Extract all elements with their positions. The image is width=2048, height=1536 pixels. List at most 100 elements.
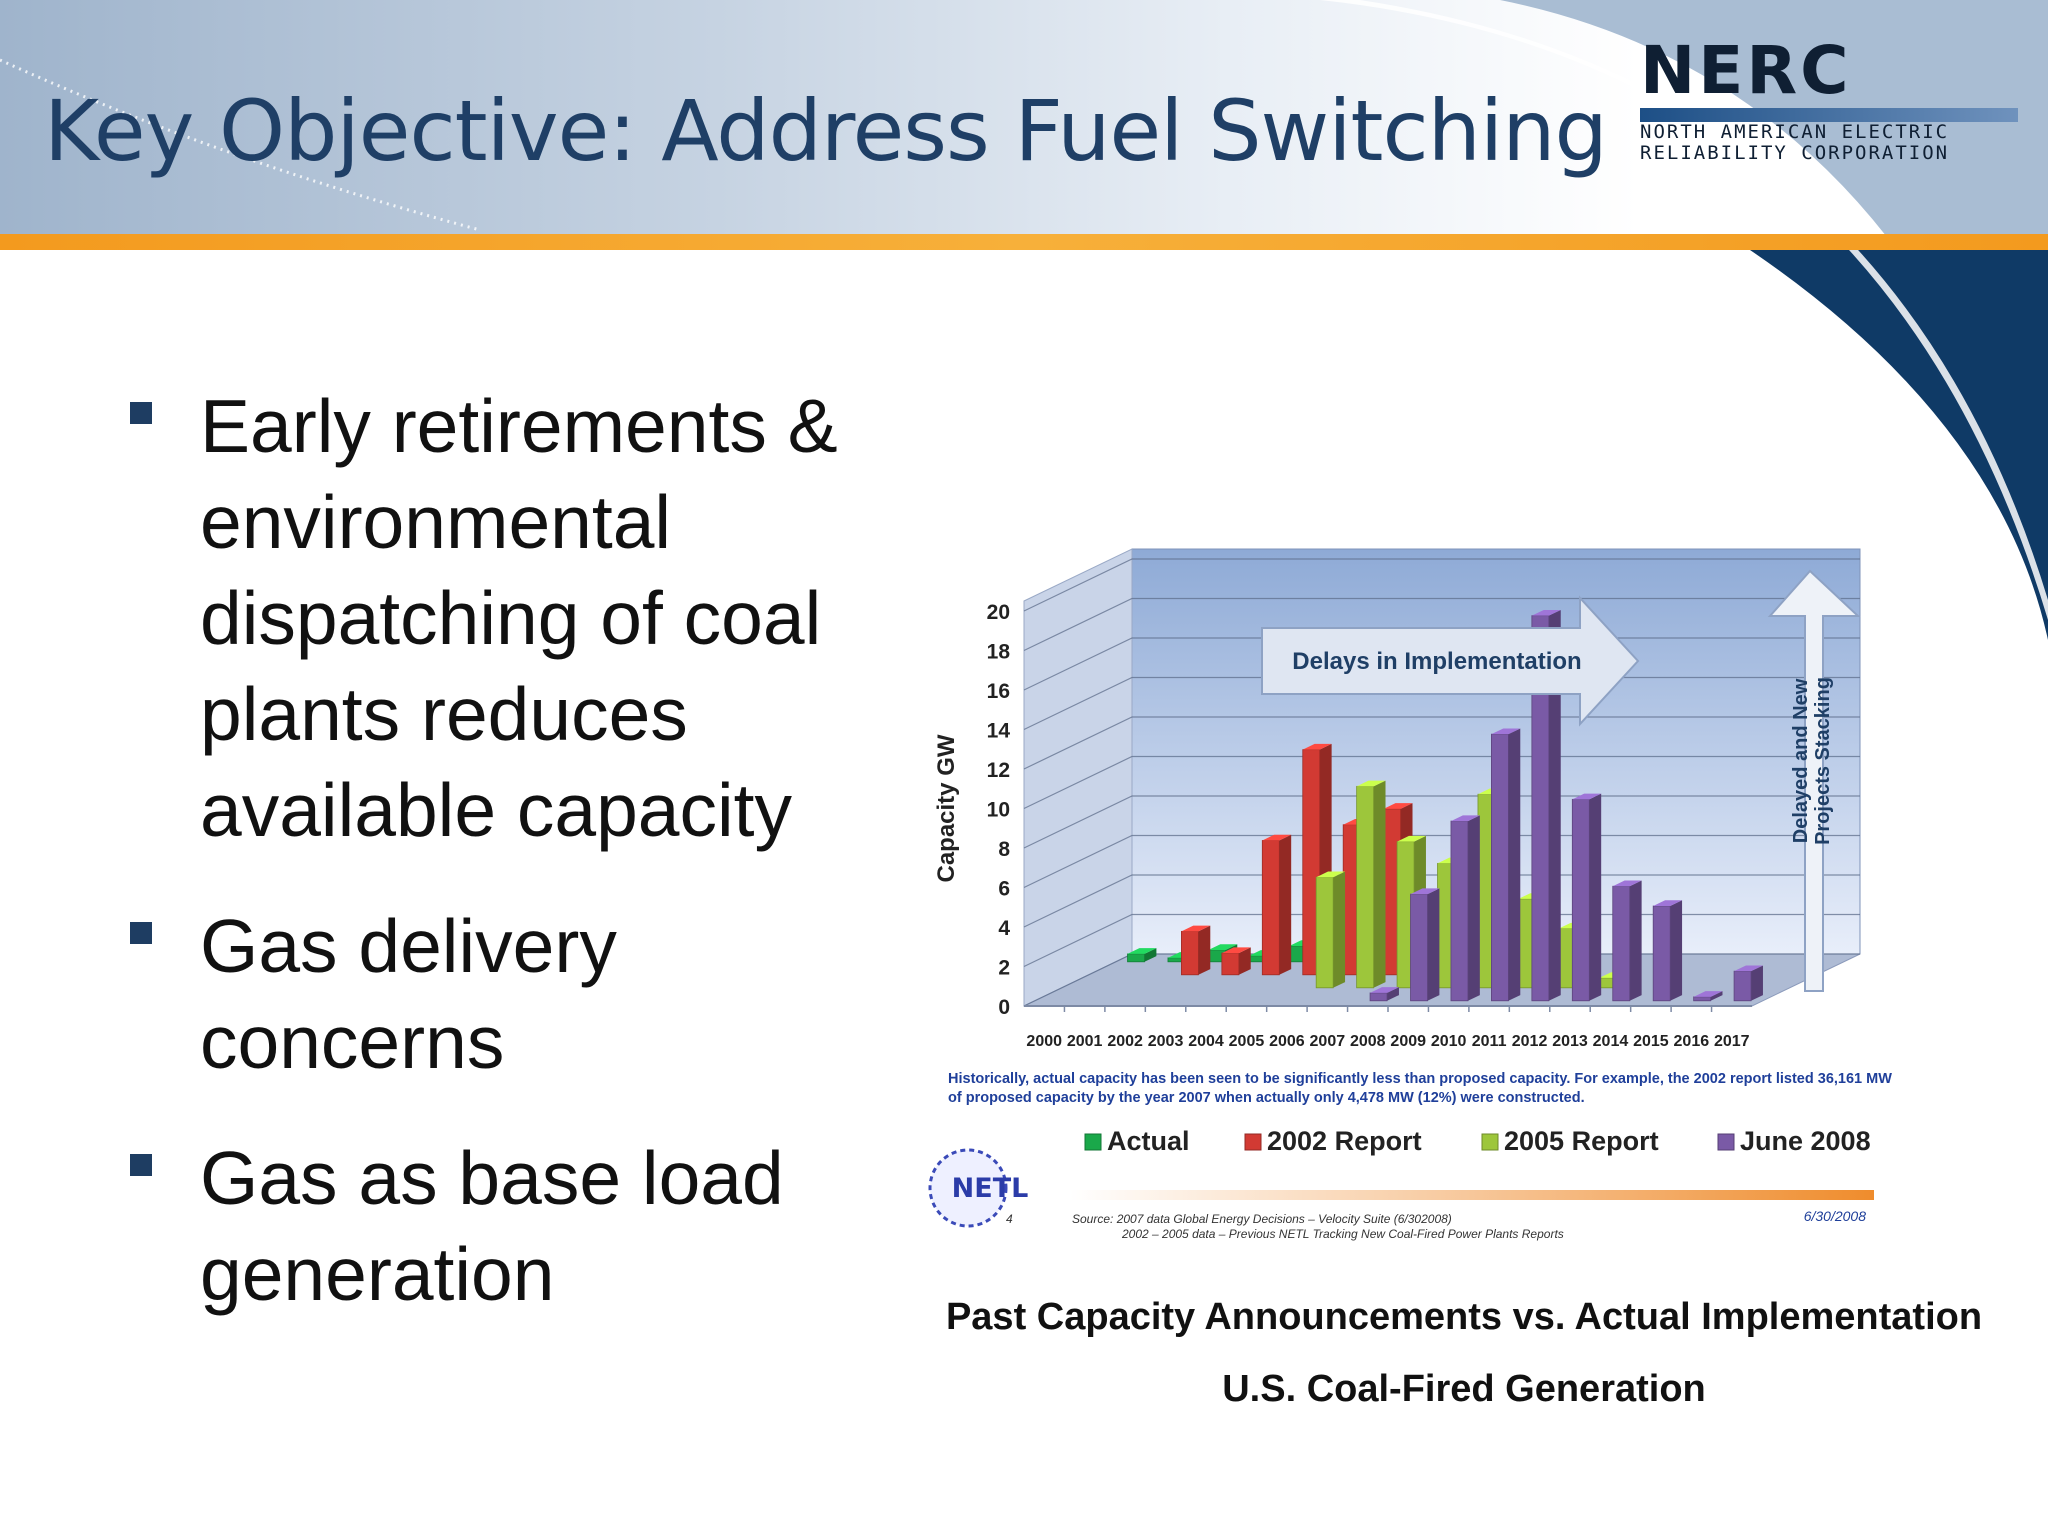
- x-tick-label: 2008: [1350, 1033, 1386, 1050]
- bar: [1652, 905, 1671, 1002]
- bar: [1315, 876, 1334, 989]
- bullet-text: Early retirements & environmental dispat…: [200, 384, 838, 852]
- bar-top: [1370, 987, 1399, 993]
- bar-top: [1221, 947, 1251, 954]
- bar-side: [1467, 815, 1480, 1001]
- bar: [1733, 970, 1752, 1002]
- bar: [1302, 749, 1321, 976]
- y-tick-label: 16: [987, 680, 1010, 703]
- slide-title: Key Objective: Address Fuel Switching: [44, 82, 1608, 180]
- bar-top: [1572, 793, 1602, 800]
- bar-top: [1410, 888, 1440, 895]
- x-tick-label: 2014: [1593, 1033, 1629, 1050]
- stacking-label-2: Projects Stacking: [1812, 677, 1834, 845]
- legend-label: 2005 Report: [1504, 1126, 1659, 1156]
- gridline: [1023, 716, 1860, 770]
- stacking-arrow: [1767, 569, 1861, 992]
- square-bullet-icon: [130, 402, 152, 424]
- netl-logo-text: NETL: [952, 1173, 1029, 1204]
- chart-caption-1: Past Capacity Announcements vs. Actual I…: [945, 1296, 1983, 1338]
- source-line-2: 2002 – 2005 data – Previous NETL Trackin…: [1121, 1227, 1564, 1241]
- bar: [1127, 953, 1145, 963]
- legend-label: June 2008: [1740, 1126, 1871, 1156]
- x-tick-label: 2016: [1674, 1033, 1710, 1050]
- bar-side: [1198, 925, 1211, 975]
- y-tick-label: 8: [998, 838, 1010, 861]
- capacity-chart: 0 2 4 6 8 10 12 14 16 18 20 Capacity GW 2000 2001 2002…: [912, 526, 2016, 1246]
- bar-top: [1356, 780, 1386, 787]
- bar-top: [1383, 803, 1413, 809]
- bar-side: [1548, 609, 1561, 1001]
- bar: [1369, 992, 1388, 1002]
- bar-side: [1670, 900, 1683, 1001]
- bar: [1181, 930, 1199, 976]
- bar-top: [1531, 609, 1561, 616]
- bar-side: [1629, 880, 1642, 1001]
- bar-side: [1333, 871, 1346, 988]
- footer-bar: [1070, 1190, 1874, 1200]
- bar-top: [1208, 944, 1238, 950]
- gridline: [1023, 755, 1860, 810]
- x-tick-label: 2017: [1714, 1033, 1750, 1050]
- stacking-label-1: Delayed and New: [1790, 678, 1812, 843]
- bar: [1450, 820, 1469, 1002]
- bar: [1612, 885, 1631, 1002]
- legend-label: 2002 Report: [1267, 1126, 1422, 1156]
- x-tick-label: 2000: [1026, 1033, 1062, 1050]
- bar-side: [1373, 780, 1386, 988]
- legend-swatch: [1717, 1133, 1735, 1151]
- bar: [1491, 733, 1509, 1002]
- bar: [1410, 893, 1428, 1002]
- delays-arrow: [1261, 595, 1640, 727]
- bar-side: [1144, 948, 1157, 962]
- x-tick-label: 2012: [1512, 1033, 1548, 1050]
- gridline: [1023, 874, 1860, 928]
- bar-side: [1238, 947, 1251, 975]
- bar: [1571, 798, 1590, 1002]
- delays-label: Delays in Implementation: [1292, 648, 1581, 675]
- chart-note-1: Historically, actual capacity has been s…: [948, 1071, 1892, 1087]
- y-tick-label: 14: [987, 720, 1011, 743]
- bar: [1693, 996, 1712, 1002]
- bullet-text: Gas delivery concerns: [200, 904, 617, 1084]
- bar-top: [1734, 965, 1763, 972]
- legend-swatch: [1084, 1133, 1102, 1151]
- legend-swatch: [1481, 1133, 1499, 1151]
- x-tick-label: 2004: [1188, 1033, 1224, 1050]
- bar-side: [1387, 987, 1399, 1001]
- logo-line-1: NORTH AMERICAN ELECTRIC: [1640, 121, 1950, 143]
- x-tick-label: 2001: [1067, 1033, 1103, 1050]
- y-tick-label: 0: [998, 996, 1010, 1019]
- orange-divider: [0, 234, 2048, 250]
- x-tick-label: 2011: [1472, 1033, 1507, 1050]
- x-tick-label: 2002: [1107, 1033, 1143, 1050]
- bar-side: [1279, 834, 1292, 975]
- bar-side: [1751, 965, 1763, 1001]
- bar-top: [1653, 900, 1683, 906]
- bar-side: [1427, 888, 1440, 1001]
- y-axis-title: Capacity GW: [933, 734, 960, 882]
- legend-label: Actual: [1107, 1126, 1190, 1156]
- bar: [1356, 785, 1375, 989]
- bar-top: [1491, 728, 1521, 735]
- gridline: [1023, 558, 1860, 612]
- gridline: [1023, 795, 1860, 849]
- y-tick-label: 10: [987, 799, 1010, 822]
- y-tick-label: 18: [987, 641, 1011, 664]
- bullet-text: Gas as base load generation: [200, 1136, 784, 1316]
- x-tick-label: 2009: [1390, 1033, 1426, 1050]
- x-tick-label: 2006: [1269, 1033, 1305, 1050]
- netl-logo-icon: [928, 1148, 1008, 1228]
- x-tick-label: 2015: [1633, 1033, 1669, 1050]
- x-tick-label: 2005: [1229, 1033, 1265, 1050]
- y-tick-label: 4: [998, 917, 1010, 940]
- bar-top: [1612, 880, 1642, 887]
- nerc-logo: NERC NORTH AMERICAN ELECTRIC RELIABILITY…: [1640, 38, 2020, 164]
- bar-side: [1508, 728, 1521, 1001]
- source-line-1: Source: 2007 data Global Energy Decision…: [1072, 1212, 1452, 1226]
- bar-top: [1127, 948, 1157, 954]
- bar: [1221, 952, 1240, 976]
- bar-top: [1302, 743, 1332, 750]
- x-tick-label: 2003: [1148, 1033, 1184, 1050]
